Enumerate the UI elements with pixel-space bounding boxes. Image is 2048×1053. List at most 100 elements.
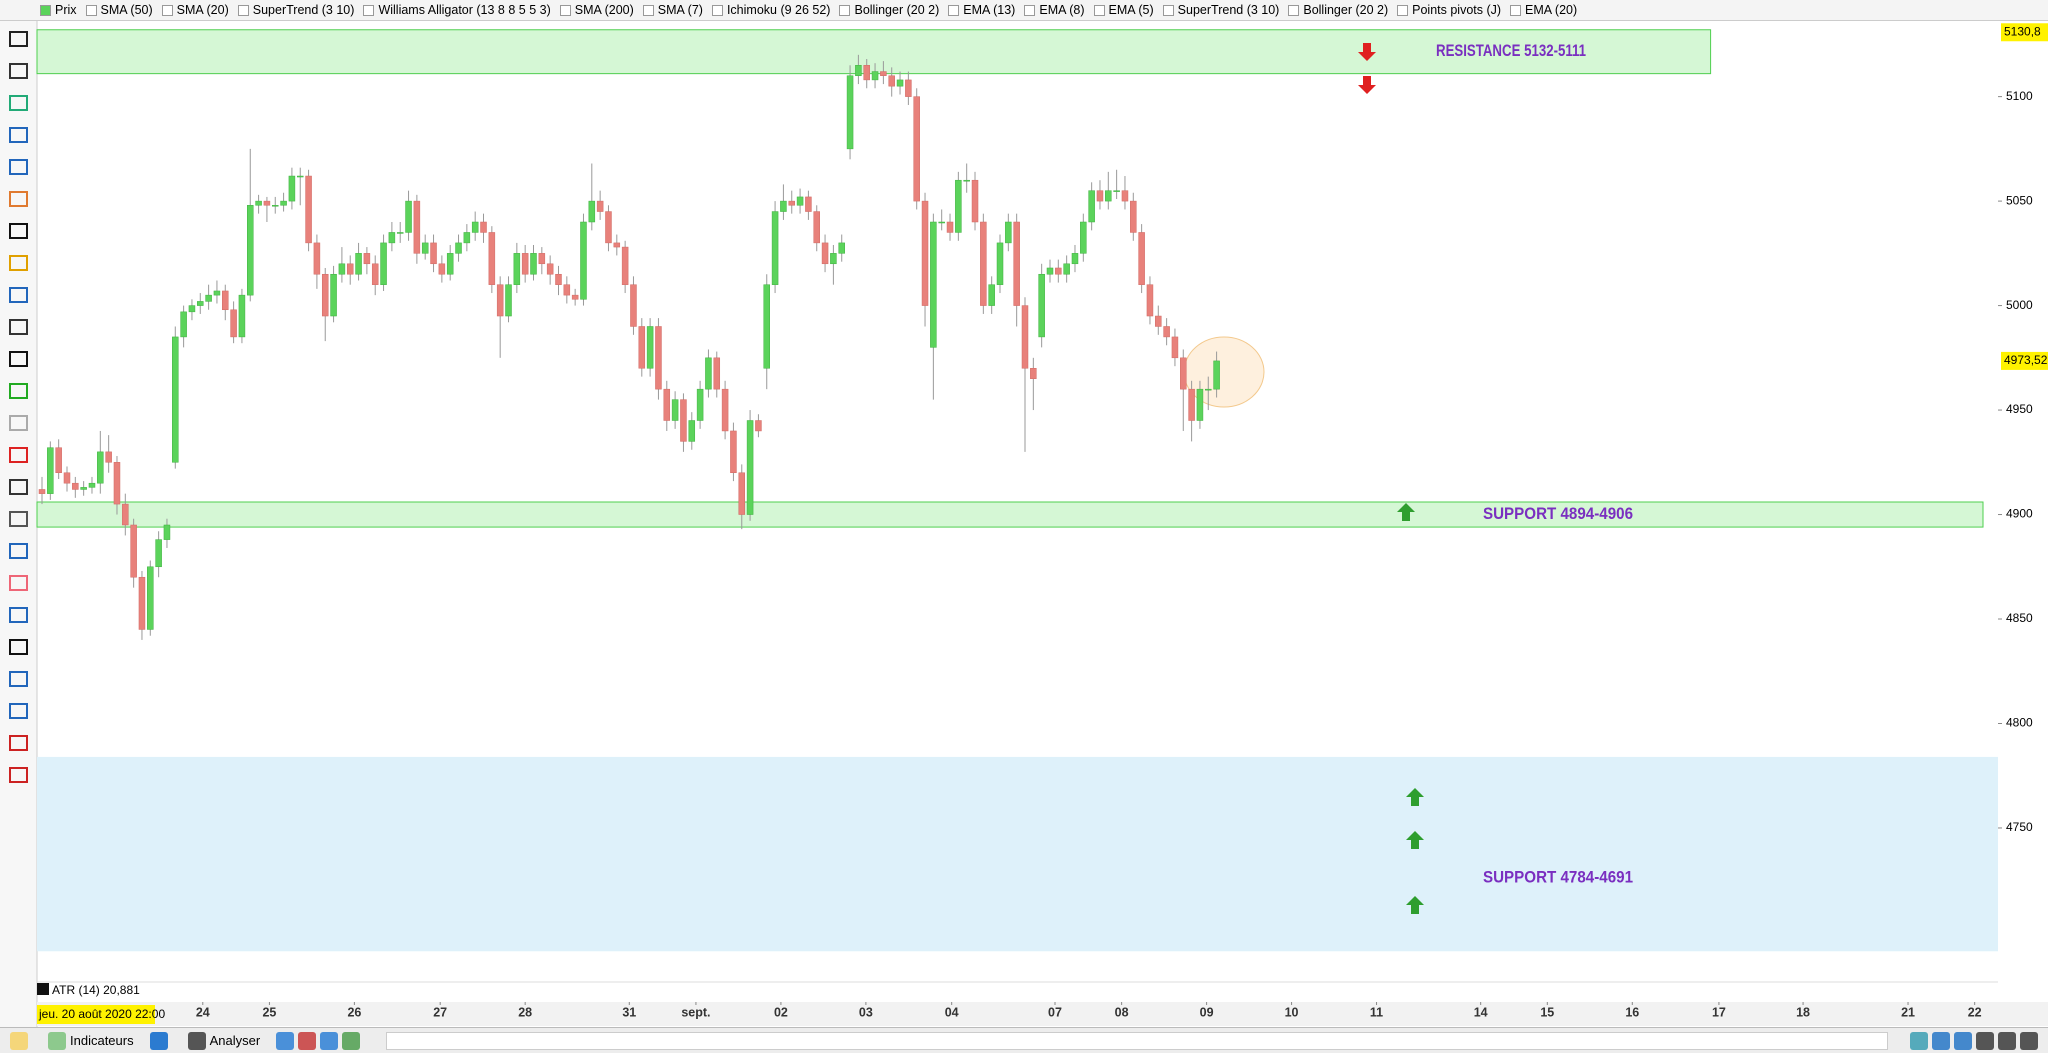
candle-body [205, 294, 212, 302]
checkbox[interactable] [161, 4, 173, 16]
candle-body [513, 253, 521, 285]
checkbox[interactable] [363, 4, 375, 16]
candle-body [455, 242, 462, 254]
checkbox[interactable] [839, 4, 851, 16]
candle-body [272, 205, 279, 207]
candle-body [1055, 267, 1062, 275]
checkbox[interactable] [1510, 4, 1522, 16]
indicator-name: SuperTrend (3 10) [1177, 3, 1280, 17]
checkbox[interactable] [1397, 4, 1409, 16]
tool-icon [9, 159, 28, 175]
price-label-box [2001, 23, 2048, 42]
indicator-toggle[interactable]: SuperTrend (3 10) [1162, 3, 1280, 17]
candle-body [1113, 190, 1120, 192]
y-tick-label: 4950 [2006, 402, 2033, 416]
indicator-toggle[interactable]: Ichimoku (9 26 52) [711, 3, 830, 17]
candle-body [1121, 190, 1129, 202]
candle-body [505, 284, 512, 317]
checkbox[interactable] [85, 4, 97, 16]
tool-icon [9, 767, 28, 783]
x-tick-label: 26 [347, 1005, 361, 1019]
indicator-toggle[interactable]: SMA (7) [642, 3, 703, 17]
candle-body [921, 200, 929, 306]
scrollbar[interactable] [386, 1031, 1888, 1050]
candle-body [588, 200, 596, 223]
checkbox[interactable] [40, 4, 51, 16]
candle-body [213, 290, 221, 296]
candle-body [263, 200, 271, 206]
tool-icon [9, 223, 28, 239]
candle-body [430, 242, 437, 265]
checkbox[interactable] [1024, 4, 1036, 16]
zone [36, 501, 1984, 528]
tool-icon [9, 543, 28, 559]
price-label-box [2001, 351, 2048, 370]
checkbox[interactable] [1093, 4, 1105, 16]
indicator-toggle[interactable]: EMA (13) [948, 3, 1015, 17]
candle-body [255, 200, 262, 206]
indicator-toggle[interactable]: Williams Alligator (13 8 8 5 5 3) [363, 3, 551, 17]
indicator-toggle[interactable]: EMA (5) [1093, 3, 1154, 17]
indicator-toggle[interactable]: Points pivots (J) [1397, 3, 1501, 17]
up-arrow [1406, 896, 1424, 914]
y-tick-label: 4850 [2006, 611, 2033, 625]
candle-body [330, 273, 337, 317]
x-tick-label: 24 [196, 1005, 210, 1019]
candle-body [1088, 190, 1095, 223]
candle-body [555, 273, 562, 285]
checkbox[interactable] [642, 4, 654, 16]
indicator-toggle[interactable]: Bollinger (20 2) [839, 3, 939, 17]
candle-body [630, 284, 637, 327]
indicator-toggle[interactable]: Bollinger (20 2) [1288, 3, 1388, 17]
candle-body [1005, 221, 1012, 244]
zone [36, 29, 1712, 75]
plot: RESISTANCE 5132-5111 SUPPORT 4894-4906 SUP… [36, 29, 1998, 952]
checkbox[interactable] [1288, 4, 1300, 16]
checkbox[interactable] [1162, 4, 1174, 16]
zone-label: SUPPORT 4894-4906 [1483, 504, 1633, 523]
indicator-name: SMA (50) [100, 3, 153, 17]
candle-body [338, 263, 346, 275]
indicator-toggle[interactable]: EMA (8) [1024, 3, 1085, 17]
indicator-name: SuperTrend (3 10) [252, 3, 355, 17]
candle-body [613, 242, 621, 248]
tool-icon [9, 447, 28, 463]
candle-body [280, 200, 287, 206]
checkbox[interactable] [237, 4, 249, 16]
indicator-toggle[interactable]: EMA (20) [1510, 3, 1577, 17]
tool-icons[interactable] [270, 1030, 370, 1052]
x-tick-label: 31 [622, 1005, 636, 1019]
candle-body [438, 263, 446, 275]
candle-body [313, 242, 321, 275]
candle-body [147, 566, 154, 630]
x-tick-label: sept. [681, 1005, 710, 1019]
indicators-button[interactable]: Indicateurs [42, 1030, 140, 1052]
checkbox[interactable] [948, 4, 960, 16]
tool-icon [9, 383, 28, 399]
candle-body [796, 196, 804, 206]
candle-body [355, 253, 362, 275]
zoom-icons[interactable] [1904, 1030, 2048, 1052]
candle-body [821, 242, 829, 265]
checkbox[interactable] [559, 4, 571, 16]
indicator-toggle[interactable]: Prix [40, 3, 77, 17]
share-button[interactable] [144, 1030, 178, 1052]
candle-body [197, 301, 204, 306]
analyse-button[interactable]: Analyser [182, 1030, 267, 1052]
indicator-name: SMA (20) [176, 3, 229, 17]
candle-body [1171, 336, 1179, 359]
candle-body [180, 311, 187, 338]
candle-body [755, 420, 762, 432]
indicator-toggle[interactable]: SMA (50) [85, 3, 153, 17]
candle-body [671, 399, 679, 421]
indicator-toggle[interactable]: SMA (20) [161, 3, 229, 17]
candle-body [47, 447, 54, 494]
indicator-toggle[interactable]: SuperTrend (3 10) [237, 3, 355, 17]
candle-body [396, 232, 404, 234]
checkbox[interactable] [711, 4, 723, 16]
indicator-toggle[interactable]: SMA (200) [559, 3, 634, 17]
pen-tool[interactable] [4, 1030, 38, 1052]
candle-body [471, 221, 479, 233]
candle-body [888, 75, 895, 87]
